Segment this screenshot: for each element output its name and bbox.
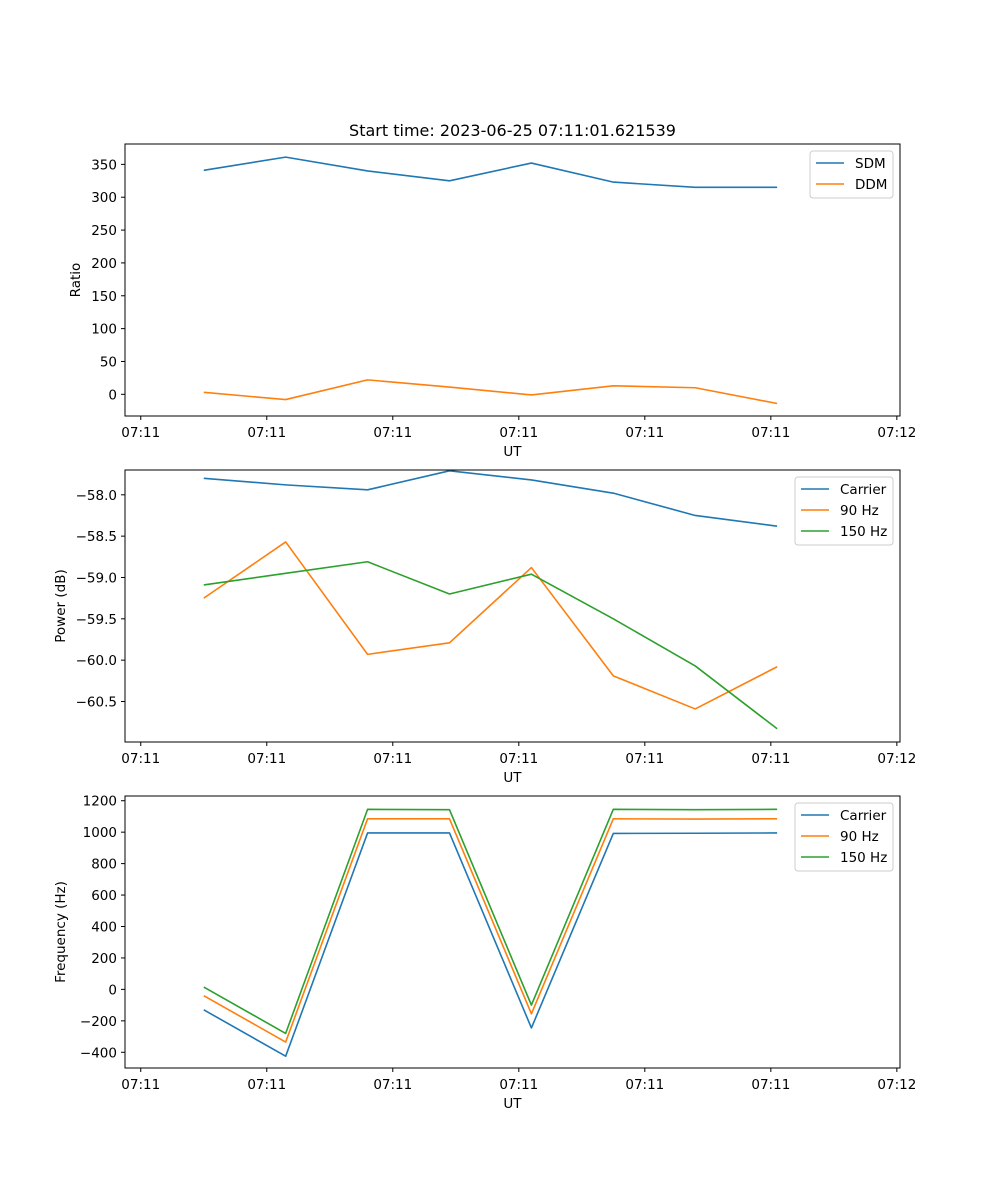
x-tick-label: 07:11 [751,751,790,767]
legend-label: Carrier [840,808,887,824]
y-tick-label: −58.0 [76,488,117,504]
x-axis-label: UT [503,770,522,786]
legend: SDM DDM [809,150,894,199]
chart-title: Start time: 2023-06-25 07:11:01.621539 [349,121,676,140]
x-tick-label: 07:11 [373,425,412,441]
y-axis-label: Ratio [68,263,84,298]
x-tick-label: 07:11 [247,1077,286,1093]
y-tick-label: 600 [91,888,117,904]
series-group [203,808,778,1058]
x-tick-label: 07:11 [247,751,286,767]
y-tick-label: 0 [108,982,117,998]
series-group [203,470,778,730]
axes-frame [124,469,901,743]
y-tick-label: −400 [80,1045,117,1061]
legend-label: DDM [855,177,887,193]
y-tick-label: 0 [108,387,117,403]
x-tick-label: 07:11 [373,1077,412,1093]
series-line-ddm [203,379,778,405]
subplot-1: 07:11 07:11 07:11 07:11 07:11 07:11 07:12 0 50 10… [68,121,916,460]
x-axis-label: UT [503,1096,522,1112]
y-tick-label: 200 [91,256,117,272]
legend-label: 90 Hz [840,503,879,519]
x-tick-label: 07:11 [373,751,412,767]
subplot-2: 07:11 07:11 07:11 07:11 07:11 07:11 07:12 −58.0… [53,469,916,786]
y-tick-label: 150 [91,289,117,305]
y-tick-label: 1200 [83,794,117,810]
series-line-carrier [203,832,778,1058]
x-tick-label: 07:11 [121,751,160,767]
series-line-90-hz [203,817,778,1043]
series-line-90-hz [203,541,778,710]
x-tick-label: 07:11 [499,1077,538,1093]
y-tick-label: 50 [100,354,117,370]
legend: Carrier 90 Hz 150 Hz [794,476,894,546]
x-tick-label: 07:11 [625,1077,664,1093]
legend-label: 90 Hz [840,829,879,845]
x-tick-label: 07:11 [751,1077,790,1093]
legend-label: SDM [855,156,886,172]
series-line-sdm [203,156,778,189]
y-tick-label: 400 [91,919,117,935]
y-tick-label: 200 [91,951,117,967]
y-axis-label: Frequency (Hz) [53,881,69,983]
x-tick-label: 07:11 [247,425,286,441]
legend-label: 150 Hz [840,524,887,540]
series-group [203,156,778,405]
y-tick-label: 300 [91,190,117,206]
y-tick-label: 1000 [83,825,117,841]
y-axis-label: Power (dB) [53,569,69,642]
y-tick-label: −60.5 [76,694,117,710]
legend-label: 150 Hz [840,850,887,866]
series-line-150-hz [203,560,778,730]
subplot-3: 07:11 07:11 07:11 07:11 07:11 07:11 07:12 −400 −… [53,794,916,1112]
x-tick-label: 07:11 [121,425,160,441]
legend-box [794,476,894,546]
x-tick-label: 07:12 [877,1077,916,1093]
y-tick-label: −60.0 [76,653,117,669]
y-tick-label: −58.5 [76,529,117,545]
y-tick-label: 100 [91,322,117,338]
y-tick-label: 800 [91,857,117,873]
x-tick-label: 07:11 [625,425,664,441]
y-tick-label: −200 [80,1014,117,1030]
y-tick-label: −59.0 [76,570,117,586]
y-tick-label: −59.5 [76,612,117,628]
x-tick-label: 07:11 [121,1077,160,1093]
legend: Carrier 90 Hz 150 Hz [794,802,894,872]
legend-label: Carrier [840,482,887,498]
y-tick-label: 350 [91,157,117,173]
axes-frame [124,143,901,417]
legend-box [794,802,894,872]
y-tick-label: 250 [91,223,117,239]
x-tick-label: 07:12 [877,751,916,767]
x-tick-label: 07:11 [625,751,664,767]
x-axis-label: UT [503,444,522,460]
x-tick-label: 07:12 [877,425,916,441]
x-tick-label: 07:11 [499,751,538,767]
axes-frame [124,795,901,1069]
x-tick-label: 07:11 [751,425,790,441]
x-tick-label: 07:11 [499,425,538,441]
series-line-150-hz [203,808,778,1035]
series-line-carrier [203,470,778,528]
